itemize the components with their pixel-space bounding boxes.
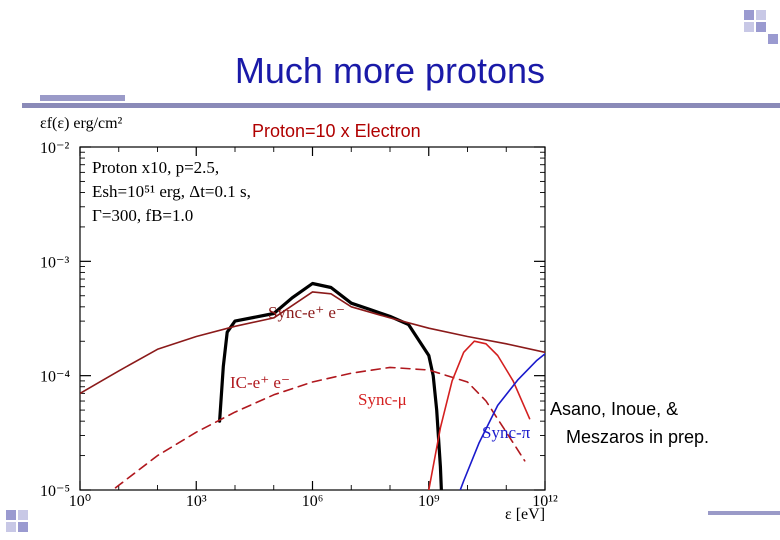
corner-square-dark [18, 522, 28, 532]
x-axis-label: ε [eV] [505, 506, 545, 523]
title-rule [22, 103, 780, 108]
y-tick-label: 10⁻⁴ [40, 369, 70, 386]
y-tick-label: 10⁻³ [40, 254, 69, 271]
corner-square-light [6, 522, 16, 532]
corner-square-dark [756, 22, 766, 32]
x-tick-label: 10¹² [532, 493, 558, 510]
y-axis-label: εf(ε) erg/cm² [40, 115, 123, 132]
x-tick-label: 10⁶ [302, 493, 324, 510]
corner-square-light [744, 22, 754, 32]
param-line-2: Esh=10⁵¹ erg, Δt=0.1 s, [92, 182, 251, 201]
param-line-1: Proton x10, p=2.5, [92, 158, 219, 177]
title-accent-bar [40, 95, 125, 101]
label-sync-pi: Sync-π [482, 423, 531, 442]
credit-line-2: Meszaros in prep. [566, 427, 710, 447]
corner-square-dark [6, 510, 16, 520]
label-ic-e: IC-e⁺ e⁻ [230, 373, 290, 392]
param-line-3: Γ=300, fB=1.0 [92, 206, 193, 225]
x-tick-label: 10⁰ [69, 493, 91, 510]
x-tick-label: 10³ [186, 493, 207, 510]
series-line-sync [459, 353, 545, 490]
slide-title: Much more protons [234, 50, 546, 91]
label-sync-e: Sync-e⁺ e⁻ [268, 303, 345, 322]
series-line-sync-e-e [80, 291, 545, 395]
corner-square-dark [744, 10, 754, 20]
series-line-ic-e-e [111, 366, 526, 490]
label-sync-mu: Sync-μ [358, 390, 407, 409]
series-line-series-total [218, 281, 443, 490]
y-tick-label: 10⁻² [40, 140, 69, 157]
y-tick-label: 10⁻⁵ [40, 483, 70, 500]
corner-square-dark [768, 34, 778, 44]
corner-square-light [18, 510, 28, 520]
series-line-sync [427, 340, 531, 490]
x-tick-label: 10⁹ [418, 493, 440, 510]
footer-rule [708, 511, 780, 515]
corner-square-light [756, 10, 766, 20]
chart-subtitle: Proton=10 x Electron [252, 121, 421, 141]
credit-line-1: Asano, Inoue, & [550, 399, 679, 419]
